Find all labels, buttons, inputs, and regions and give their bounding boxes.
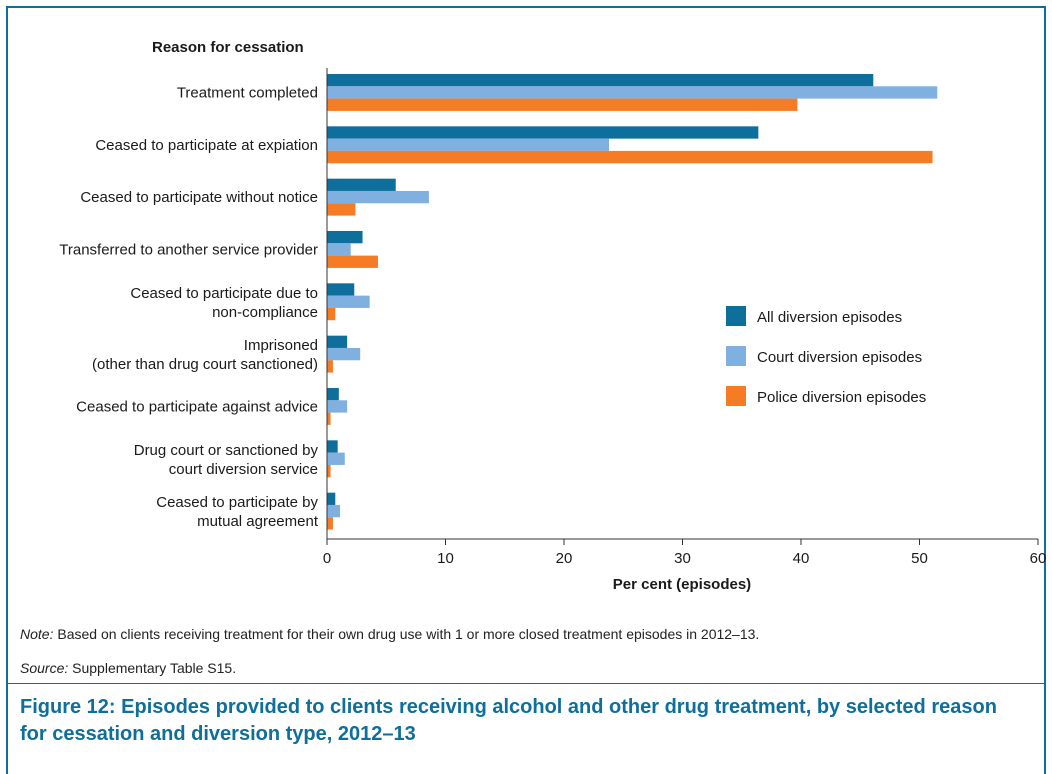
figure-source: Source: Supplementary Table S15. (20, 660, 237, 676)
figure-caption: Figure 12: Episodes provided to clients … (20, 696, 997, 745)
legend-swatch-1 (726, 306, 746, 326)
bar-3-6 (327, 360, 333, 373)
category-label: Ceased to participate against advice (76, 398, 318, 415)
category-label: Ceased to participate at expiation (95, 137, 318, 154)
bar-1-4 (327, 231, 363, 244)
bar-3-1 (327, 98, 798, 111)
category-label: Imprisoned (other than drug court sanctio… (92, 337, 318, 373)
legend-swatch-3 (726, 386, 746, 406)
bar-2-6 (327, 347, 361, 361)
figure-note: Note: Based on clients receiving treatme… (20, 626, 760, 642)
bar-3-8 (327, 464, 331, 478)
bar-1-2 (327, 126, 759, 139)
category-axis-title: Reason for cessation (152, 39, 304, 56)
legend-label-1: All diversion episodes (757, 309, 902, 326)
bar-3-4 (327, 255, 378, 268)
bar-3-7 (327, 412, 331, 425)
bar-1-8 (327, 440, 338, 453)
caption-divider (6, 683, 1046, 684)
bar-1-1 (327, 74, 874, 87)
category-label: Ceased to participate without notice (80, 189, 318, 206)
bar-chart: Reason for cessation Treatment completed C… (59, 39, 1047, 593)
category-label: Ceased to participate due to non-complian… (130, 285, 318, 321)
category-label: Ceased to participate by mutual agreement (156, 494, 319, 530)
bar-1-3 (327, 178, 396, 191)
bar-3-9 (327, 517, 333, 530)
bar-1-7 (327, 388, 339, 401)
x-tick-label: 20 (556, 550, 573, 567)
category-label: Treatment completed (177, 84, 318, 101)
figure-frame (6, 6, 1046, 774)
x-tick-label: 40 (793, 550, 810, 567)
bar-3-2 (327, 150, 933, 164)
legend-swatch-2 (726, 346, 746, 366)
legend-label-2: Court diversion episodes (757, 349, 922, 366)
bar-2-1 (327, 86, 938, 99)
x-tick-label: 30 (674, 550, 691, 567)
bar-3-3 (327, 203, 356, 216)
category-label: Transferred to another service provider (59, 241, 318, 258)
bar-1-9 (327, 492, 336, 505)
legend-label-3: Police diversion episodes (757, 389, 926, 406)
bar-1-5 (327, 283, 355, 296)
bar-2-3 (327, 190, 429, 204)
bar-2-9 (327, 504, 341, 518)
bar-3-5 (327, 307, 336, 321)
bar-2-2 (327, 138, 610, 151)
x-axis-title: Per cent (episodes) (613, 576, 751, 593)
category-label: Drug court or sanctioned by court diversi… (134, 442, 319, 478)
bar-2-5 (327, 295, 370, 308)
x-tick-label: 50 (911, 550, 928, 567)
x-tick-label: 0 (323, 550, 331, 567)
bar-2-8 (327, 452, 345, 465)
bar-2-4 (327, 243, 351, 256)
bar-2-7 (327, 400, 348, 413)
bar-1-6 (327, 335, 348, 348)
x-tick-label: 60 (1030, 550, 1047, 567)
x-tick-label: 10 (437, 550, 454, 567)
